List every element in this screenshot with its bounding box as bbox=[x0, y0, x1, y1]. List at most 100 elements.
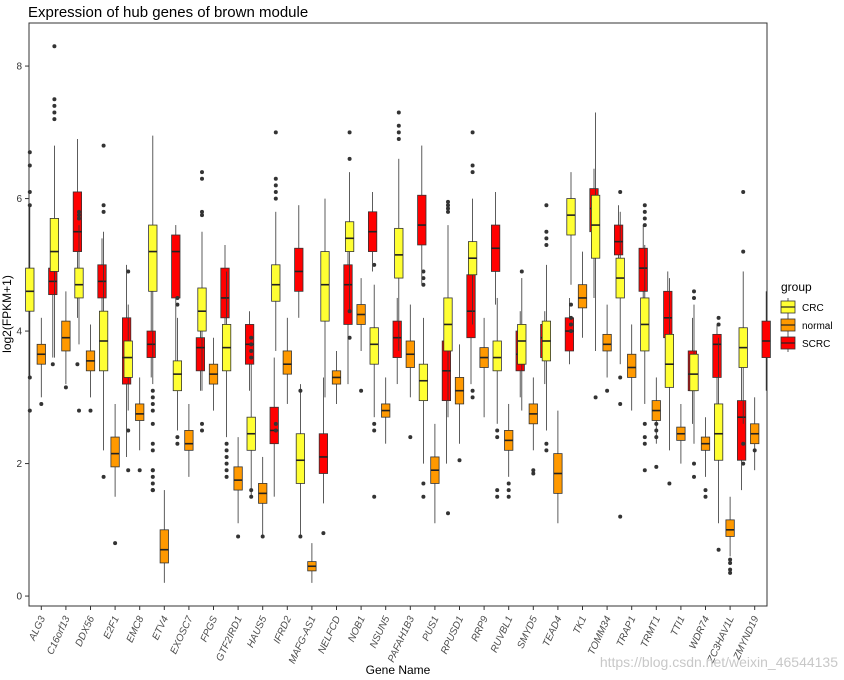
outlier-point bbox=[39, 401, 44, 406]
outlier-point bbox=[396, 136, 401, 141]
x-tick-label: TRAP1 bbox=[615, 615, 639, 649]
outlier-point bbox=[692, 289, 696, 294]
box-crc bbox=[344, 221, 355, 252]
outlier-point bbox=[703, 494, 708, 499]
outlier-point bbox=[175, 441, 180, 446]
box-crc bbox=[492, 340, 502, 372]
outlier-point bbox=[150, 441, 155, 446]
y-tick-label: 4 bbox=[16, 327, 22, 338]
outlier-point bbox=[618, 514, 623, 519]
outlier-point bbox=[421, 276, 426, 281]
outlier-point bbox=[249, 348, 254, 353]
outlier-point bbox=[150, 421, 155, 426]
outlier-point bbox=[273, 196, 278, 201]
outlier-point bbox=[495, 428, 500, 433]
outlier-point bbox=[569, 322, 573, 327]
x-tick-label: ETV4 bbox=[150, 614, 171, 642]
outlier-point bbox=[27, 408, 32, 413]
outlier-point bbox=[495, 494, 500, 499]
x-tick-label: HAUS5 bbox=[245, 614, 269, 649]
outlier-point bbox=[347, 156, 352, 161]
box-crc bbox=[689, 353, 699, 392]
outlier-point bbox=[372, 494, 377, 499]
box-groups bbox=[25, 44, 771, 583]
outlier-point bbox=[321, 531, 326, 536]
outlier-point bbox=[249, 342, 254, 347]
box-crc bbox=[320, 251, 330, 322]
box-scrc bbox=[614, 224, 624, 256]
outlier-point bbox=[101, 143, 106, 148]
outlier-point bbox=[396, 123, 401, 128]
outlier-point bbox=[175, 295, 180, 300]
box-group-RRP9 bbox=[467, 130, 501, 418]
outlier-point bbox=[150, 448, 155, 453]
legend: group CRC normal SCRC bbox=[780, 280, 833, 352]
outlier-point bbox=[692, 295, 696, 300]
outlier-point bbox=[446, 203, 450, 208]
box-crc bbox=[517, 324, 527, 365]
x-axis-title: Gene Name bbox=[366, 663, 431, 677]
outlier-point bbox=[52, 44, 57, 49]
box-group-NSUN5 bbox=[369, 262, 402, 499]
outlier-point bbox=[495, 488, 500, 493]
box-crc bbox=[566, 198, 576, 236]
box-scrc bbox=[417, 194, 427, 246]
outlier-point bbox=[126, 269, 131, 274]
outlier-point bbox=[273, 428, 278, 433]
box-normal bbox=[602, 333, 612, 352]
y-tick-label: 0 bbox=[16, 592, 22, 603]
outlier-point bbox=[618, 375, 623, 380]
outlier-point bbox=[236, 534, 241, 539]
outlier-point bbox=[396, 110, 401, 115]
outlier-point bbox=[470, 130, 475, 135]
outlier-point bbox=[654, 464, 659, 469]
box-group-TEAD4 bbox=[541, 203, 575, 524]
outlier-point bbox=[150, 395, 155, 400]
box-normal bbox=[110, 436, 120, 468]
outlier-point bbox=[618, 189, 623, 194]
box-group-NOB1 bbox=[344, 130, 378, 393]
box-group-TRAP1 bbox=[615, 189, 648, 519]
box-crc bbox=[74, 267, 84, 299]
outlier-point bbox=[249, 335, 254, 340]
outlier-point bbox=[150, 474, 155, 479]
outlier-point bbox=[175, 302, 180, 307]
box-group-MAFG-AS1 bbox=[295, 377, 329, 583]
x-tick-label: SMYD5 bbox=[515, 614, 540, 650]
box-crc bbox=[148, 224, 158, 292]
box-normal bbox=[725, 519, 735, 537]
outlier-point bbox=[150, 468, 155, 473]
box-scrc bbox=[220, 267, 230, 319]
outlier-point bbox=[249, 494, 254, 499]
x-tick-label: TOMM34 bbox=[586, 614, 614, 657]
box-crc bbox=[197, 287, 207, 332]
box-crc bbox=[369, 327, 379, 365]
outlier-point bbox=[200, 428, 204, 433]
box-scrc bbox=[294, 247, 304, 292]
legend-item-normal: normal bbox=[780, 316, 833, 334]
box-crc bbox=[295, 433, 306, 484]
outlier-point bbox=[408, 435, 413, 440]
outlier-point bbox=[728, 557, 733, 562]
box-scrc bbox=[171, 234, 181, 299]
x-tick-label: EXOSC7 bbox=[169, 614, 196, 656]
outlier-point bbox=[470, 163, 475, 168]
outlier-point bbox=[544, 236, 549, 241]
outlier-point bbox=[728, 560, 733, 565]
outlier-point bbox=[224, 461, 229, 466]
outlier-point bbox=[692, 461, 696, 466]
outlier-point bbox=[298, 388, 303, 393]
outlier-point bbox=[642, 441, 647, 446]
outlier-point bbox=[741, 249, 746, 254]
box-scrc bbox=[737, 400, 747, 461]
outlier-point bbox=[200, 170, 204, 175]
box-group-NELFCD bbox=[320, 198, 353, 404]
x-tick-label: EMC8 bbox=[125, 614, 147, 644]
y-tick-label: 8 bbox=[16, 62, 22, 73]
outlier-point bbox=[27, 150, 32, 155]
box-crc bbox=[394, 227, 404, 279]
outlier-point bbox=[347, 130, 352, 135]
box-scrc bbox=[72, 191, 82, 252]
box-group-ZC3HAV1L bbox=[714, 315, 747, 575]
outlier-point bbox=[728, 570, 733, 575]
